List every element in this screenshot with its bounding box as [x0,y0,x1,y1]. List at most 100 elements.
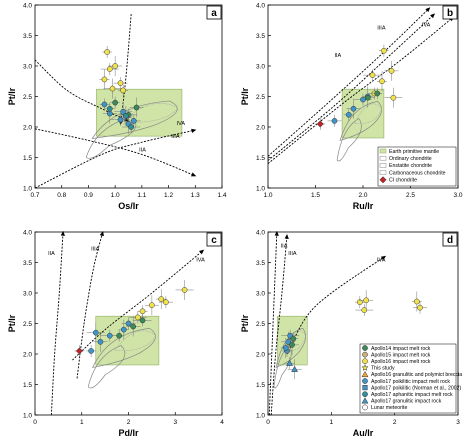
data-point [101,101,108,108]
x-tick-label: 2 [393,419,397,426]
legend-symbol [362,378,368,384]
trend-line-iva [72,249,205,361]
y-tick-label: 4.0 [256,229,265,236]
data-point [88,348,94,354]
data-point [130,323,137,330]
y-tick-label: 1.0 [23,185,32,192]
legend-symbol [361,397,369,404]
data-point [125,320,132,327]
x-tick-label: 0.9 [84,192,93,199]
x-tick-label: 0 [266,419,270,426]
x-tick-label: 0.8 [57,192,66,199]
legend-entry: Apollo16 impact melt rock [371,359,431,365]
y-axis-label: Pt/Ir [7,87,17,105]
x-tick-label: 1.1 [137,192,146,199]
panel-label-box [206,5,222,20]
legend-entry: Apollo16 granulitic and polymict breccia [371,372,462,378]
y-tick-label: 3.5 [256,260,265,267]
y-tick-label: 2.5 [23,321,32,328]
carbonaceous-chondrite-field [85,116,137,159]
trend-label: IVA [177,121,186,127]
x-tick-label: 4 [220,419,224,426]
data-point [417,304,423,311]
data-point [158,296,165,302]
panel-label: a [211,8,217,19]
y-tick-label: 1.5 [23,155,32,162]
x-tick-label: 1 [330,419,334,426]
trend-label: IVA [422,22,431,28]
data-point [390,94,397,101]
panel-label: b [447,8,453,19]
y-tick-label: 1.0 [23,412,32,419]
x-tick-label: 1.0 [263,192,272,199]
x-tick-label: 3 [173,419,177,426]
data-point [289,342,295,348]
trend-line-iiia [34,128,197,177]
y-tick-label: 3.0 [256,63,265,70]
data-point [106,332,113,339]
enstatite-chondrite-field [114,330,157,351]
legend-entry: Apollo15 impact melt rock [371,352,431,358]
x-tick-label: 1.0 [111,192,120,199]
legend-symbol [362,385,368,391]
data-point [101,76,108,83]
y-tick-label: 1.0 [256,412,265,419]
legend-symbol [379,148,387,154]
data-point [112,99,118,106]
data-point [282,345,289,351]
trend-label: IVA [196,257,205,263]
data-point [379,78,385,85]
data-point [104,49,110,55]
data-point [133,104,140,111]
data-point [92,329,99,336]
y-tick-label: 2.0 [23,351,32,358]
legend-symbol [362,391,368,398]
data-point [361,307,368,313]
data-point [97,338,104,345]
trend-line-iva [34,59,130,122]
trend-line-iia [268,230,279,416]
data-point [163,299,169,305]
trend-label: IIIA [91,246,100,252]
carbonaceous-chondrite-field [87,345,126,389]
x-tick-label: 3.0 [453,192,462,199]
data-point [75,347,83,355]
y-tick-label: 4.0 [23,229,32,236]
y-tick-label: 3.5 [256,33,265,40]
x-axis-label: Os/Ir [118,201,139,211]
trend-line-iva [267,16,455,164]
x-tick-label: 2.5 [406,192,415,199]
x-tick-label: 0.7 [30,192,39,199]
trend-label: IIA [281,243,288,249]
x-tick-label: 2.0 [358,192,367,199]
legend-box [359,343,457,414]
data-point [120,87,127,94]
y-tick-label: 2.5 [23,94,32,101]
data-point [381,47,387,54]
ordinary-chondrite-field [92,328,156,368]
data-point [291,365,299,372]
legend-symbol [362,404,368,411]
trend-label: IIA [48,251,55,257]
panel-a: IIA IIIA IVA 0.7 0.8 0.9 1.0 1.1 1.2 1.3 1.4 1.0 1.5… [7,2,227,211]
y-tick-label: 2.0 [23,124,32,131]
x-tick-label: 3 [456,419,460,426]
carbonaceous-chondrite-field [336,117,362,162]
trend-label: IIIA [288,251,297,257]
ordinary-chondrite-field [339,101,382,141]
trend-label: IVA [377,257,386,263]
legend-entry: Apollo14 impact melt rock [371,346,431,352]
legend-symbol [362,345,368,351]
enstatite-chondrite-field [354,103,383,124]
y-tick-label: 1.0 [256,185,265,192]
trend-label: IIIA [171,134,180,140]
trend-line-iia [50,230,65,416]
y-tick-label: 1.5 [256,382,265,389]
y-tick-label: 2.5 [256,94,265,101]
data-point [356,299,363,305]
trend-line-iiia [267,13,436,161]
y-tick-label: 2.0 [256,124,265,131]
legend-symbol [379,176,387,184]
data-point [106,66,113,72]
